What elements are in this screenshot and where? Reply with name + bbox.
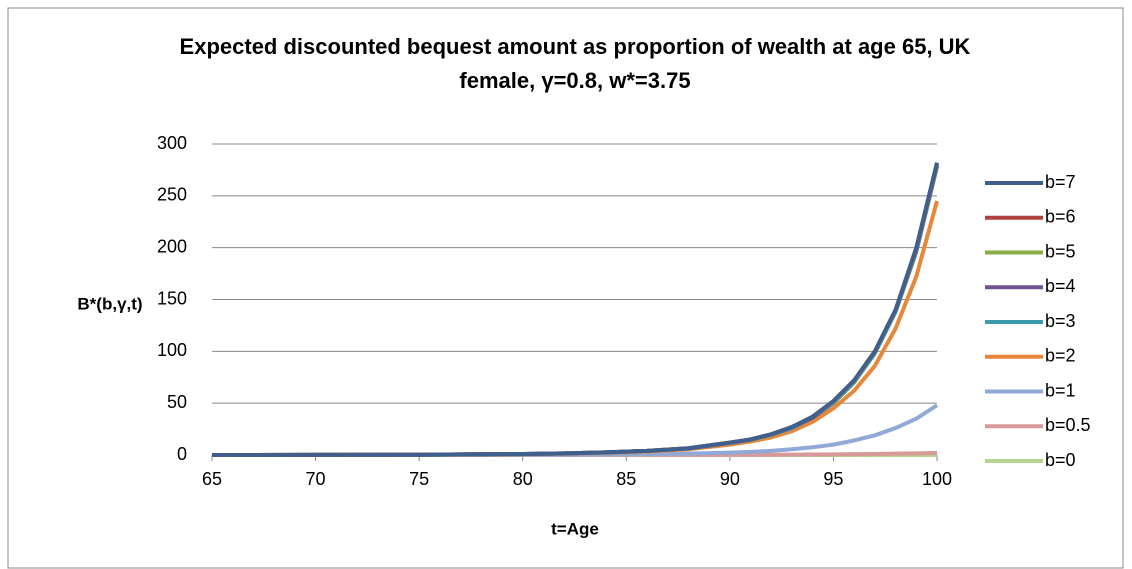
y-tick-label: 200	[157, 236, 187, 256]
x-tick-label: 95	[823, 469, 843, 489]
chart-title: Expected discounted bequest amount as pr…	[179, 34, 971, 93]
legend-label: b=7	[1045, 172, 1076, 192]
y-tick-label: 300	[157, 133, 187, 153]
legend-label: b=3	[1045, 311, 1076, 331]
x-tick-label: 90	[720, 469, 740, 489]
x-axis-label: t=Age	[551, 519, 599, 538]
legend-label: b=0	[1045, 450, 1076, 470]
series-line	[211, 162, 939, 457]
y-tick-label: 100	[157, 340, 187, 360]
y-tick-label: 150	[157, 288, 187, 308]
legend-label: b=2	[1045, 346, 1076, 366]
legend-label: b=1	[1045, 380, 1076, 400]
x-tick-label: 65	[202, 469, 222, 489]
x-tick-label: 70	[306, 469, 326, 489]
legend-label: b=5	[1045, 241, 1076, 261]
legend-label: b=4	[1045, 276, 1076, 296]
y-tick-label: 0	[177, 444, 187, 464]
x-tick-label: 75	[409, 469, 429, 489]
chart-border	[7, 7, 1124, 569]
x-tick-label: 85	[616, 469, 636, 489]
x-tick-label: 100	[922, 469, 952, 489]
legend-label: b=6	[1045, 207, 1076, 227]
x-tick-label: 80	[513, 469, 533, 489]
y-tick-label: 50	[167, 392, 187, 412]
y-axis-label: B*(b,γ,t)	[77, 294, 142, 313]
y-tick-label: 250	[157, 185, 187, 205]
series-line	[211, 200, 939, 457]
legend-label: b=0.5	[1045, 415, 1091, 435]
